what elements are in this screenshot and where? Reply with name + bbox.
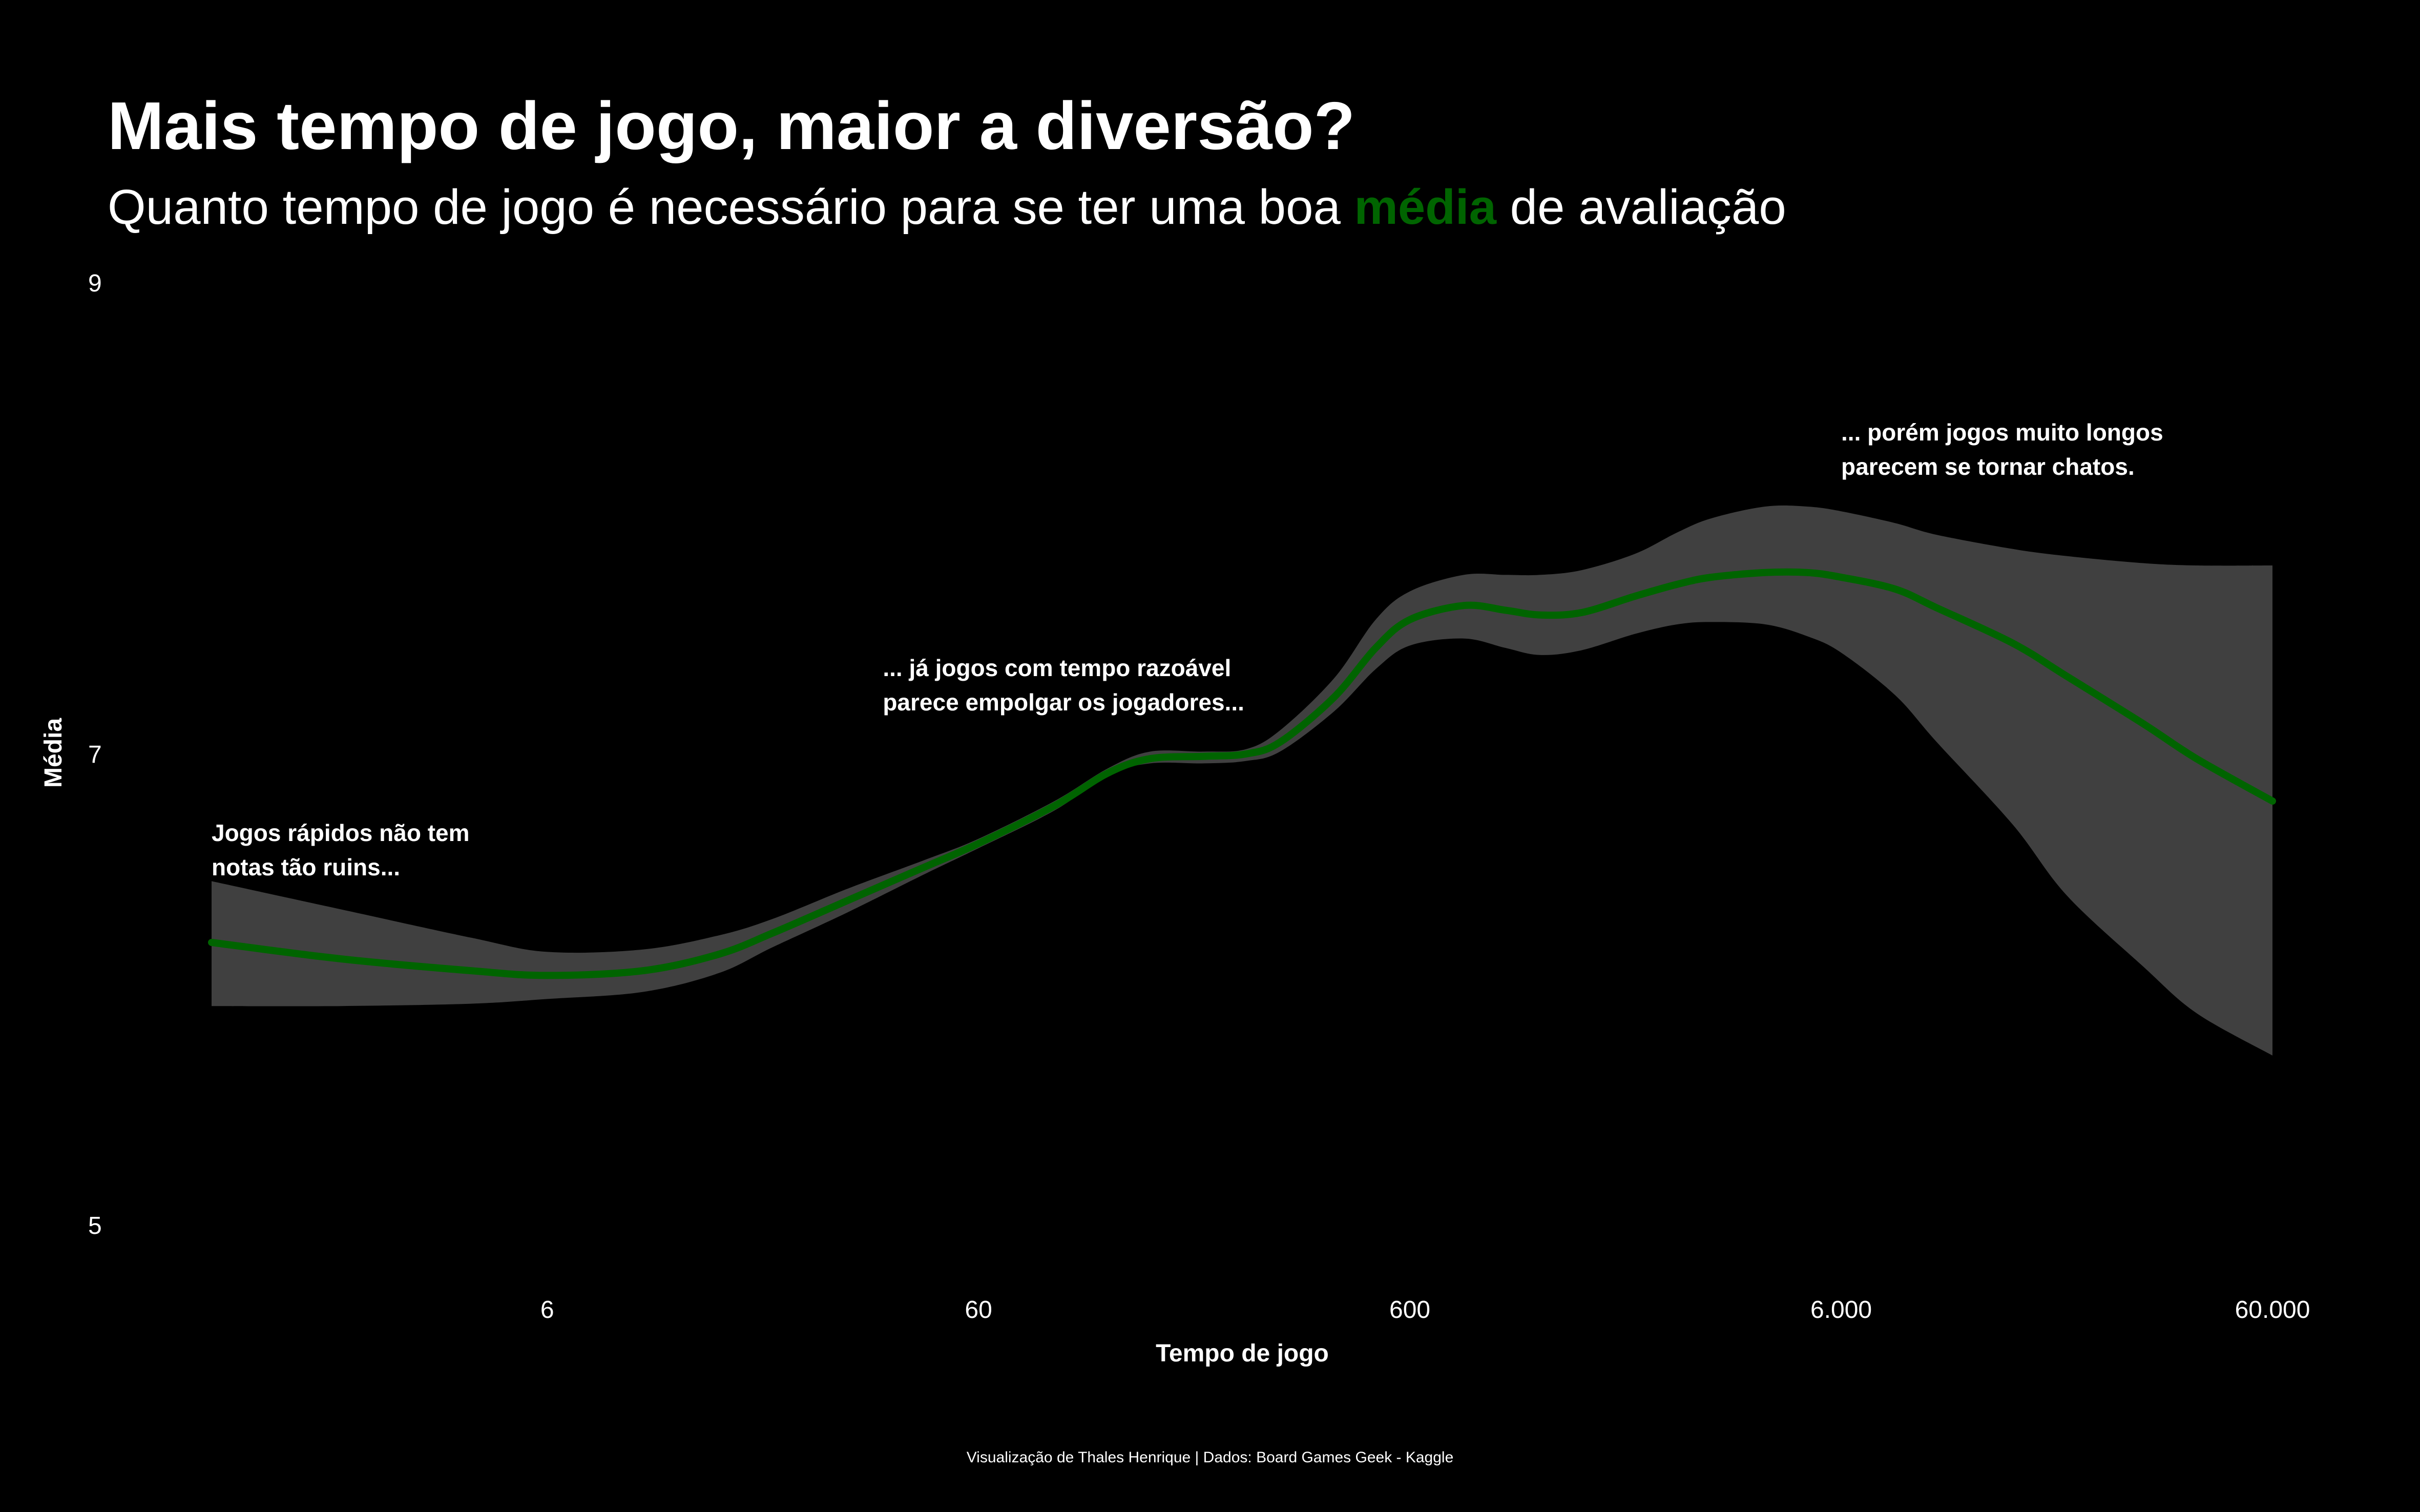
source-caption: Visualização de Thales Henrique | Dados:…	[966, 1449, 1454, 1466]
confidence-band-layer	[212, 505, 2272, 1056]
annotation-line: Jogos rápidos não tem	[212, 820, 470, 846]
x-tick-label: 6.000	[1810, 1296, 1872, 1324]
y-axis-title: Média	[40, 718, 67, 788]
annotation-line: ... porém jogos muito longos	[1841, 419, 2163, 446]
subtitle-text-after: de avaliação	[1496, 180, 1786, 235]
annotation-text: ... já jogos com tempo razoável parece em…	[883, 655, 1244, 716]
chart-title: Mais tempo de jogo, maior a diversão?	[108, 88, 1355, 163]
x-tick-label: 60	[965, 1296, 992, 1324]
annotation-text: ... porém jogos muito longos parecem se t…	[1841, 419, 2163, 480]
annotations-layer: Jogos rápidos não tem notas tão ruins....…	[212, 419, 2163, 880]
annotation-text: Jogos rápidos não tem notas tão ruins...	[212, 820, 470, 880]
annotation-line: parece empolgar os jogadores...	[883, 689, 1244, 716]
annotation-line: notas tão ruins...	[212, 854, 400, 880]
x-tick-label: 60.000	[2235, 1296, 2310, 1324]
trend-line-layer	[208, 568, 2276, 979]
annotation-line: ... já jogos com tempo razoável	[883, 655, 1231, 681]
subtitle-highlight: média	[1354, 180, 1496, 235]
y-axis-ticks: 5 7 9	[88, 270, 102, 1240]
confidence-band	[212, 505, 2272, 1056]
x-tick-label: 6	[540, 1296, 554, 1324]
x-axis-title: Tempo de jogo	[1156, 1340, 1329, 1367]
x-tick-label: 600	[1389, 1296, 1430, 1324]
x-axis-ticks: 6 60 600 6.000 60.000	[540, 1296, 2310, 1324]
subtitle-text-before: Quanto tempo de jogo é necessário para s…	[108, 180, 1354, 235]
chart-subtitle: Quanto tempo de jogo é necessário para s…	[108, 183, 1786, 232]
y-tick-label: 5	[88, 1212, 102, 1240]
trend-line	[208, 568, 2276, 979]
y-tick-label: 9	[88, 270, 102, 297]
annotation-line: parecem se tornar chatos.	[1841, 453, 2135, 480]
y-tick-label: 7	[88, 741, 102, 768]
